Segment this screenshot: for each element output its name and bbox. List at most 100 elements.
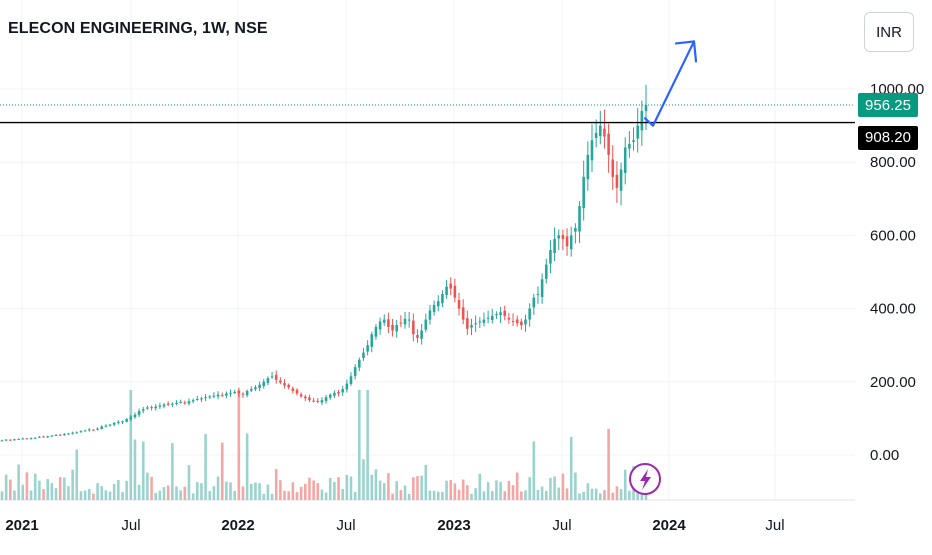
candle-body bbox=[636, 125, 639, 139]
candle-body bbox=[640, 110, 644, 131]
volume-bar bbox=[216, 476, 220, 500]
volume-bar bbox=[9, 479, 12, 500]
volume-bar bbox=[71, 469, 74, 500]
volume-bar bbox=[191, 493, 195, 500]
candle-body bbox=[146, 407, 149, 409]
candle-body bbox=[333, 392, 336, 396]
candle-body bbox=[4, 439, 8, 441]
volume-bar bbox=[245, 433, 249, 500]
volume-bar bbox=[382, 483, 386, 500]
candle-body bbox=[175, 403, 178, 405]
candle-body bbox=[407, 319, 411, 321]
volume-bar bbox=[46, 479, 49, 500]
candle-body bbox=[58, 434, 62, 436]
volume-bar bbox=[594, 488, 598, 500]
volume-bar bbox=[495, 480, 498, 500]
x-tick-label: 2024 bbox=[652, 517, 686, 534]
candle-body bbox=[183, 402, 187, 404]
volume-bar bbox=[623, 469, 627, 500]
volume-bar bbox=[29, 490, 33, 500]
volume-bar bbox=[399, 490, 403, 500]
volume-bar bbox=[146, 472, 149, 500]
volume-bar bbox=[536, 489, 540, 500]
candle-body bbox=[362, 352, 365, 359]
candle-body bbox=[399, 322, 403, 324]
volume-bar bbox=[21, 484, 25, 500]
candle-body bbox=[92, 429, 95, 431]
volume-bar bbox=[428, 490, 432, 500]
volume-bar bbox=[436, 491, 440, 500]
volume-bar bbox=[195, 482, 199, 500]
volume-bar bbox=[449, 480, 453, 500]
candle-body bbox=[216, 394, 220, 397]
volume-bar bbox=[112, 484, 116, 500]
candle-body bbox=[304, 396, 307, 399]
candle-body bbox=[75, 432, 79, 434]
volume-bar bbox=[599, 493, 602, 500]
candle-body bbox=[283, 383, 286, 386]
candle-body bbox=[441, 293, 444, 304]
candle-body bbox=[515, 319, 519, 324]
volume-bar bbox=[204, 433, 207, 500]
volume-bar bbox=[87, 488, 91, 500]
candle-body bbox=[387, 319, 390, 327]
candle-body bbox=[141, 409, 145, 411]
volume-bar bbox=[490, 491, 494, 500]
candle-body bbox=[594, 132, 598, 139]
candle-body bbox=[158, 405, 162, 407]
volume-bar bbox=[254, 482, 257, 500]
x-tick-label: 2021 bbox=[5, 517, 38, 534]
volume-bar bbox=[549, 477, 552, 500]
candle-body bbox=[478, 321, 482, 323]
candle-body bbox=[432, 304, 436, 312]
candle-body bbox=[328, 394, 332, 398]
volume-bar bbox=[557, 487, 561, 500]
candle-body bbox=[395, 325, 398, 332]
candle-body bbox=[254, 387, 257, 390]
volume-bar bbox=[441, 491, 444, 500]
projection-arrow[interactable] bbox=[643, 40, 698, 127]
candle-body bbox=[565, 236, 569, 247]
x-tick-label: Jul bbox=[552, 517, 571, 534]
candle-body bbox=[461, 307, 465, 320]
candle-body bbox=[200, 398, 203, 400]
volume-bar bbox=[333, 481, 336, 500]
volume-bar bbox=[532, 441, 536, 500]
candle-body bbox=[528, 308, 531, 320]
volume-bar bbox=[121, 492, 124, 500]
y-tick-label: 400.00 bbox=[870, 301, 916, 318]
currency-button[interactable]: INR bbox=[864, 12, 914, 52]
candle-body bbox=[561, 235, 565, 240]
volume-bar bbox=[17, 464, 20, 500]
volume-bar bbox=[154, 492, 158, 500]
candle-body bbox=[0, 440, 4, 442]
candle-body bbox=[299, 394, 303, 397]
volume-bar bbox=[565, 488, 569, 500]
volume-bar bbox=[233, 490, 236, 500]
volume-bar bbox=[511, 485, 515, 500]
volume-bar bbox=[208, 491, 212, 500]
volume-bar bbox=[569, 436, 573, 500]
candle-body bbox=[628, 143, 631, 149]
volume-bar bbox=[574, 472, 577, 500]
lightning-icon[interactable] bbox=[629, 463, 661, 495]
candle-body bbox=[67, 433, 70, 435]
candle-body bbox=[590, 140, 594, 161]
volume-bar bbox=[225, 481, 228, 500]
volume-bar bbox=[212, 486, 216, 500]
volume-bar bbox=[312, 480, 315, 500]
volume-bar bbox=[316, 483, 320, 500]
candle-body bbox=[233, 392, 236, 394]
volume-bar bbox=[540, 486, 544, 500]
volume-bar bbox=[291, 482, 295, 500]
volume-bar bbox=[457, 489, 461, 500]
volume-bar bbox=[241, 486, 245, 500]
volume-bar bbox=[628, 490, 631, 500]
candle-body bbox=[557, 235, 561, 239]
volume-bar bbox=[150, 476, 153, 500]
candle-body bbox=[436, 301, 440, 307]
volume-bar bbox=[416, 476, 419, 500]
candle-body bbox=[378, 321, 382, 330]
